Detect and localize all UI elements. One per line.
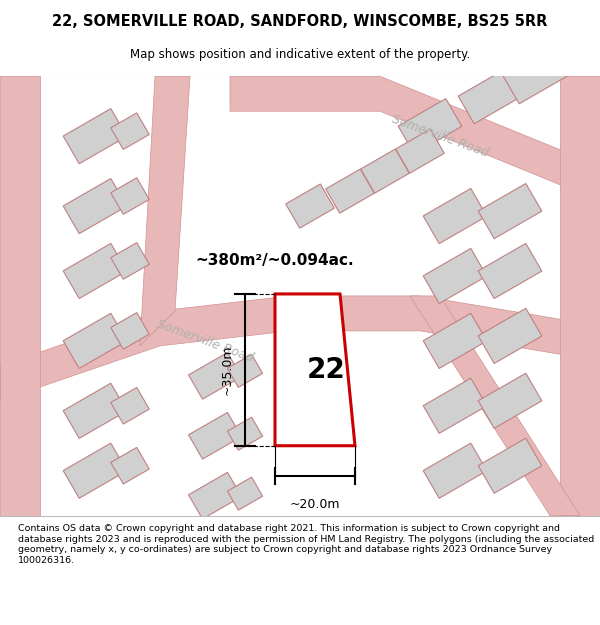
- Text: Contains OS data © Crown copyright and database right 2021. This information is : Contains OS data © Crown copyright and d…: [18, 524, 594, 564]
- Polygon shape: [560, 76, 600, 516]
- Text: Map shows position and indicative extent of the property.: Map shows position and indicative extent…: [130, 48, 470, 61]
- Polygon shape: [423, 189, 487, 244]
- Polygon shape: [275, 294, 355, 446]
- Polygon shape: [0, 76, 40, 516]
- Polygon shape: [227, 477, 263, 510]
- Polygon shape: [423, 313, 487, 369]
- Polygon shape: [478, 373, 542, 428]
- Polygon shape: [478, 243, 542, 299]
- Polygon shape: [188, 412, 241, 459]
- Polygon shape: [188, 352, 241, 399]
- Polygon shape: [111, 448, 149, 484]
- Polygon shape: [188, 472, 241, 519]
- Polygon shape: [286, 184, 334, 228]
- Polygon shape: [63, 109, 127, 164]
- Text: Somerville Road: Somerville Road: [155, 318, 255, 364]
- Polygon shape: [230, 76, 600, 201]
- Polygon shape: [395, 129, 445, 173]
- Polygon shape: [478, 308, 542, 364]
- Polygon shape: [423, 378, 487, 433]
- Polygon shape: [111, 388, 149, 424]
- Polygon shape: [140, 76, 190, 346]
- Polygon shape: [478, 438, 542, 493]
- Polygon shape: [63, 443, 127, 498]
- Polygon shape: [478, 184, 542, 239]
- Polygon shape: [398, 99, 462, 154]
- Polygon shape: [361, 149, 409, 193]
- Polygon shape: [63, 383, 127, 438]
- Text: ~35.0m: ~35.0m: [221, 344, 233, 395]
- Polygon shape: [63, 243, 127, 299]
- Polygon shape: [0, 296, 600, 401]
- Polygon shape: [227, 354, 263, 388]
- Polygon shape: [111, 177, 149, 214]
- Polygon shape: [458, 69, 522, 124]
- Text: Somerville Road: Somerville Road: [390, 112, 490, 160]
- Polygon shape: [503, 49, 567, 104]
- Polygon shape: [423, 248, 487, 304]
- Polygon shape: [227, 418, 263, 450]
- Text: ~380m²/~0.094ac.: ~380m²/~0.094ac.: [195, 254, 353, 269]
- Text: 22: 22: [307, 356, 346, 384]
- Polygon shape: [423, 443, 487, 498]
- Polygon shape: [111, 242, 149, 279]
- Polygon shape: [326, 169, 374, 213]
- Polygon shape: [111, 113, 149, 149]
- Polygon shape: [111, 312, 149, 349]
- Polygon shape: [410, 296, 580, 516]
- Text: ~20.0m: ~20.0m: [290, 498, 340, 511]
- Text: 22, SOMERVILLE ROAD, SANDFORD, WINSCOMBE, BS25 5RR: 22, SOMERVILLE ROAD, SANDFORD, WINSCOMBE…: [52, 14, 548, 29]
- Polygon shape: [63, 179, 127, 234]
- Polygon shape: [63, 313, 127, 369]
